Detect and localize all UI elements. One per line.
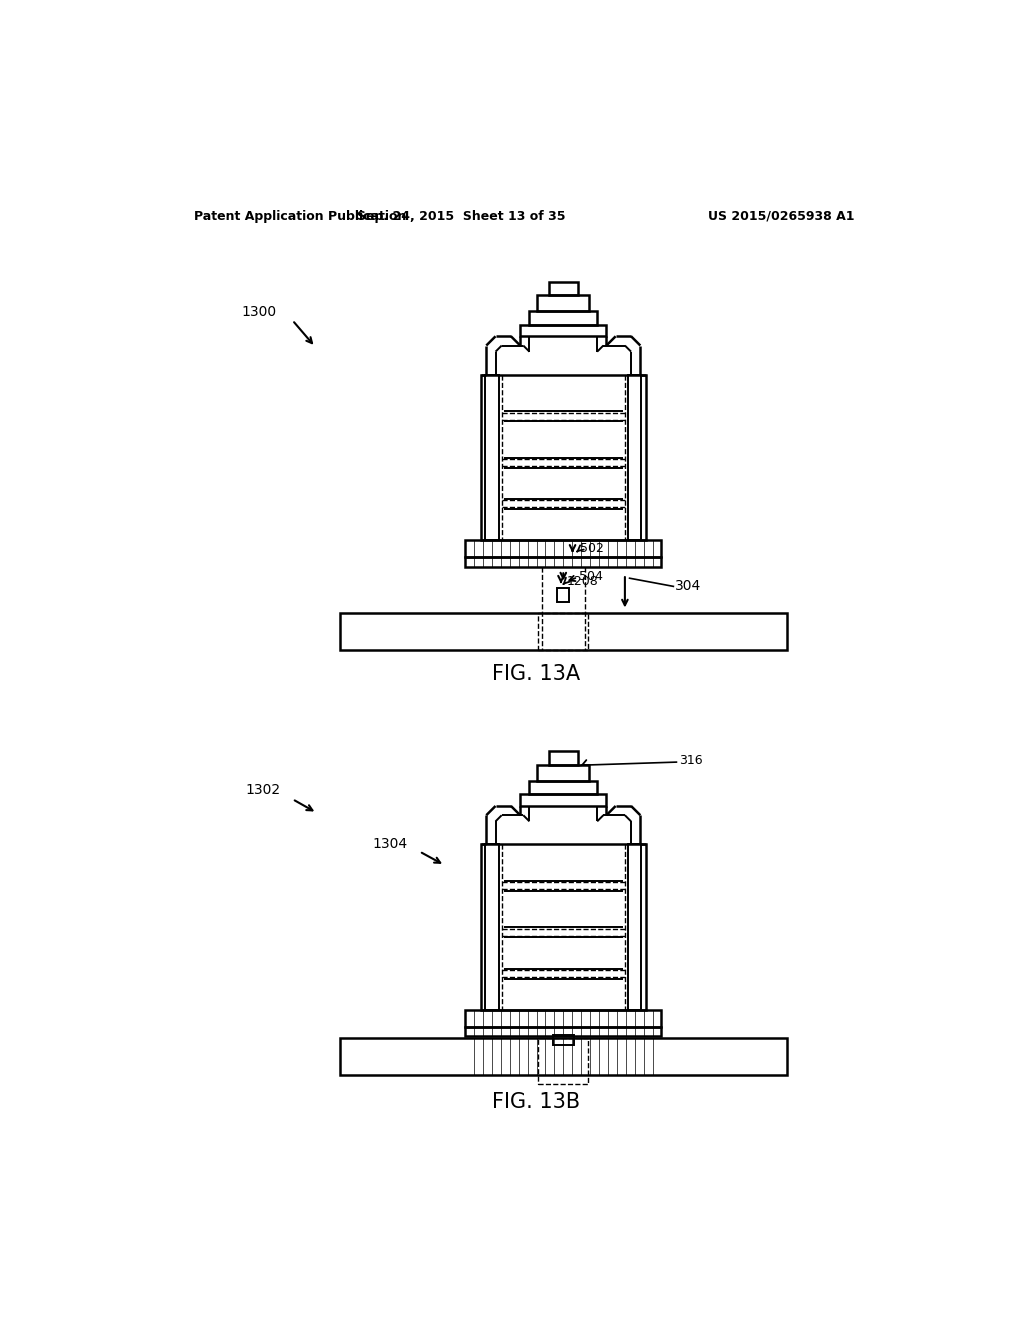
Bar (480, 375, 646, 540)
Bar (465, 1027, 662, 1036)
Bar (628, 375, 641, 540)
Bar (520, 325, 606, 337)
Text: 504: 504 (579, 570, 602, 583)
Text: 1302: 1302 (246, 783, 281, 797)
Bar (340, 612, 786, 649)
Text: 1304: 1304 (373, 837, 408, 850)
Bar (553, 1035, 574, 1045)
Bar (538, 766, 590, 780)
Bar (465, 1010, 662, 1027)
Text: FIG. 13A: FIG. 13A (493, 664, 581, 684)
Bar (465, 557, 662, 566)
Text: 502: 502 (581, 541, 604, 554)
Bar (529, 312, 597, 325)
Bar (549, 281, 578, 296)
Bar (485, 375, 499, 540)
Bar (557, 589, 569, 602)
Text: 1300: 1300 (242, 305, 276, 319)
Text: 316: 316 (679, 754, 702, 767)
Bar (465, 540, 662, 557)
Bar (549, 751, 578, 766)
Bar (340, 1038, 786, 1074)
Bar (529, 780, 597, 795)
Text: Sep. 24, 2015  Sheet 13 of 35: Sep. 24, 2015 Sheet 13 of 35 (357, 210, 566, 223)
Text: FIG. 13B: FIG. 13B (493, 1092, 581, 1111)
Bar (539, 1038, 589, 1084)
Bar (539, 612, 589, 649)
Text: 1208: 1208 (566, 574, 598, 587)
Bar (480, 845, 646, 1010)
Text: 304: 304 (675, 578, 701, 593)
Bar (538, 296, 590, 312)
Text: Patent Application Publication: Patent Application Publication (195, 210, 407, 223)
Bar (485, 845, 499, 1010)
Bar (628, 845, 641, 1010)
Text: US 2015/0265938 A1: US 2015/0265938 A1 (708, 210, 854, 223)
Bar (520, 795, 606, 807)
